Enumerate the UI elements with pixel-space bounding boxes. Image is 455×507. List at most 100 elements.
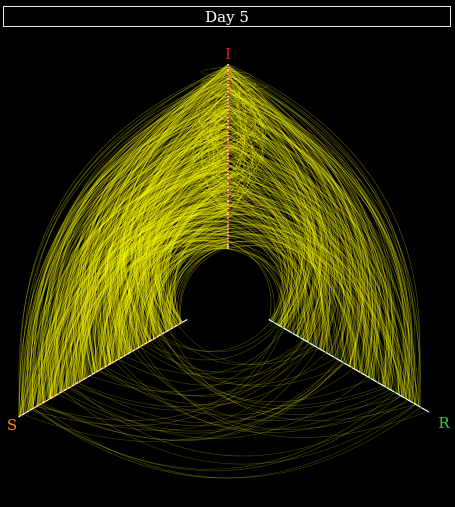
edge: [227, 207, 375, 381]
edge: [227, 213, 295, 333]
axis-node: [227, 115, 229, 117]
edge: [136, 118, 229, 339]
edge: [227, 75, 315, 327]
edge: [70, 198, 229, 387]
edge: [227, 83, 327, 339]
edge: [136, 135, 229, 342]
edge: [116, 208, 229, 361]
edge: [227, 210, 299, 336]
axis-node: [227, 210, 229, 213]
edge: [227, 86, 406, 397]
edge: [227, 114, 309, 330]
axis-node: [126, 353, 129, 355]
edge: [104, 234, 229, 368]
axis-node: [168, 328, 171, 331]
edge: [92, 107, 229, 371]
edge: [159, 323, 277, 353]
edge: [227, 165, 370, 378]
edge: [135, 83, 229, 334]
edge: [227, 190, 255, 194]
edge: [227, 100, 410, 400]
edge: [227, 107, 260, 162]
edge: [117, 68, 229, 346]
edge: [111, 173, 229, 363]
edge: [32, 103, 229, 409]
axis-node: [342, 361, 345, 364]
edge: [227, 156, 241, 163]
edge: [227, 115, 263, 189]
edge: [123, 106, 229, 348]
edge: [66, 151, 229, 390]
edge: [227, 248, 305, 340]
edge: [165, 180, 229, 326]
edge: [84, 166, 229, 379]
edge: [227, 81, 268, 92]
edge: [227, 213, 261, 216]
edge: [22, 347, 319, 442]
edge: [110, 139, 229, 361]
edge: [139, 244, 229, 347]
axis-node: [227, 202, 229, 205]
edge: [227, 98, 374, 376]
edge: [123, 190, 229, 356]
edge: [208, 146, 229, 164]
edge: [227, 96, 369, 373]
edge: [48, 207, 229, 400]
edge: [94, 139, 229, 372]
edge: [146, 155, 229, 337]
edge: [227, 79, 349, 356]
edge: [227, 104, 379, 380]
edge: [227, 69, 331, 340]
edge: [105, 66, 229, 355]
edge: [102, 115, 229, 364]
edge: [31, 215, 229, 410]
edge: [30, 217, 229, 411]
edge: [109, 191, 229, 365]
edge: [123, 72, 229, 342]
edge: [60, 180, 229, 393]
edge: [170, 209, 229, 327]
edge: [227, 171, 392, 391]
edge: [88, 110, 229, 373]
edge: [126, 93, 229, 343]
edge: [227, 108, 338, 352]
edge: [104, 111, 229, 362]
edge: [60, 170, 229, 393]
edge: [155, 162, 229, 332]
edge: [20, 126, 229, 416]
edge: [227, 172, 252, 175]
edge: [152, 128, 229, 328]
edge: [198, 129, 229, 182]
edge: [103, 184, 229, 368]
axis-node: [110, 362, 113, 364]
edge: [227, 76, 364, 367]
edge: [227, 85, 244, 182]
edge: [227, 107, 309, 328]
edge: [124, 225, 229, 356]
edge: [81, 142, 229, 380]
edge: [94, 156, 229, 373]
edge: [216, 203, 229, 212]
edge: [227, 184, 283, 321]
edge: [36, 173, 229, 407]
edge: [89, 326, 283, 392]
edge: [48, 226, 229, 400]
edge: [227, 224, 401, 396]
edge: [227, 88, 246, 129]
edge: [94, 183, 229, 374]
edge: [134, 185, 229, 349]
edge: [227, 236, 286, 329]
edge: [227, 157, 421, 407]
edge: [26, 232, 229, 413]
edge: [227, 73, 353, 358]
edge: [227, 198, 398, 394]
edge: [156, 320, 272, 352]
edge: [102, 150, 229, 367]
edge: [41, 111, 229, 403]
edge: [227, 102, 245, 182]
edge: [172, 211, 229, 326]
edge: [49, 215, 229, 400]
axis-line-r: [268, 318, 430, 413]
edge: [31, 85, 229, 409]
edge: [158, 173, 229, 331]
